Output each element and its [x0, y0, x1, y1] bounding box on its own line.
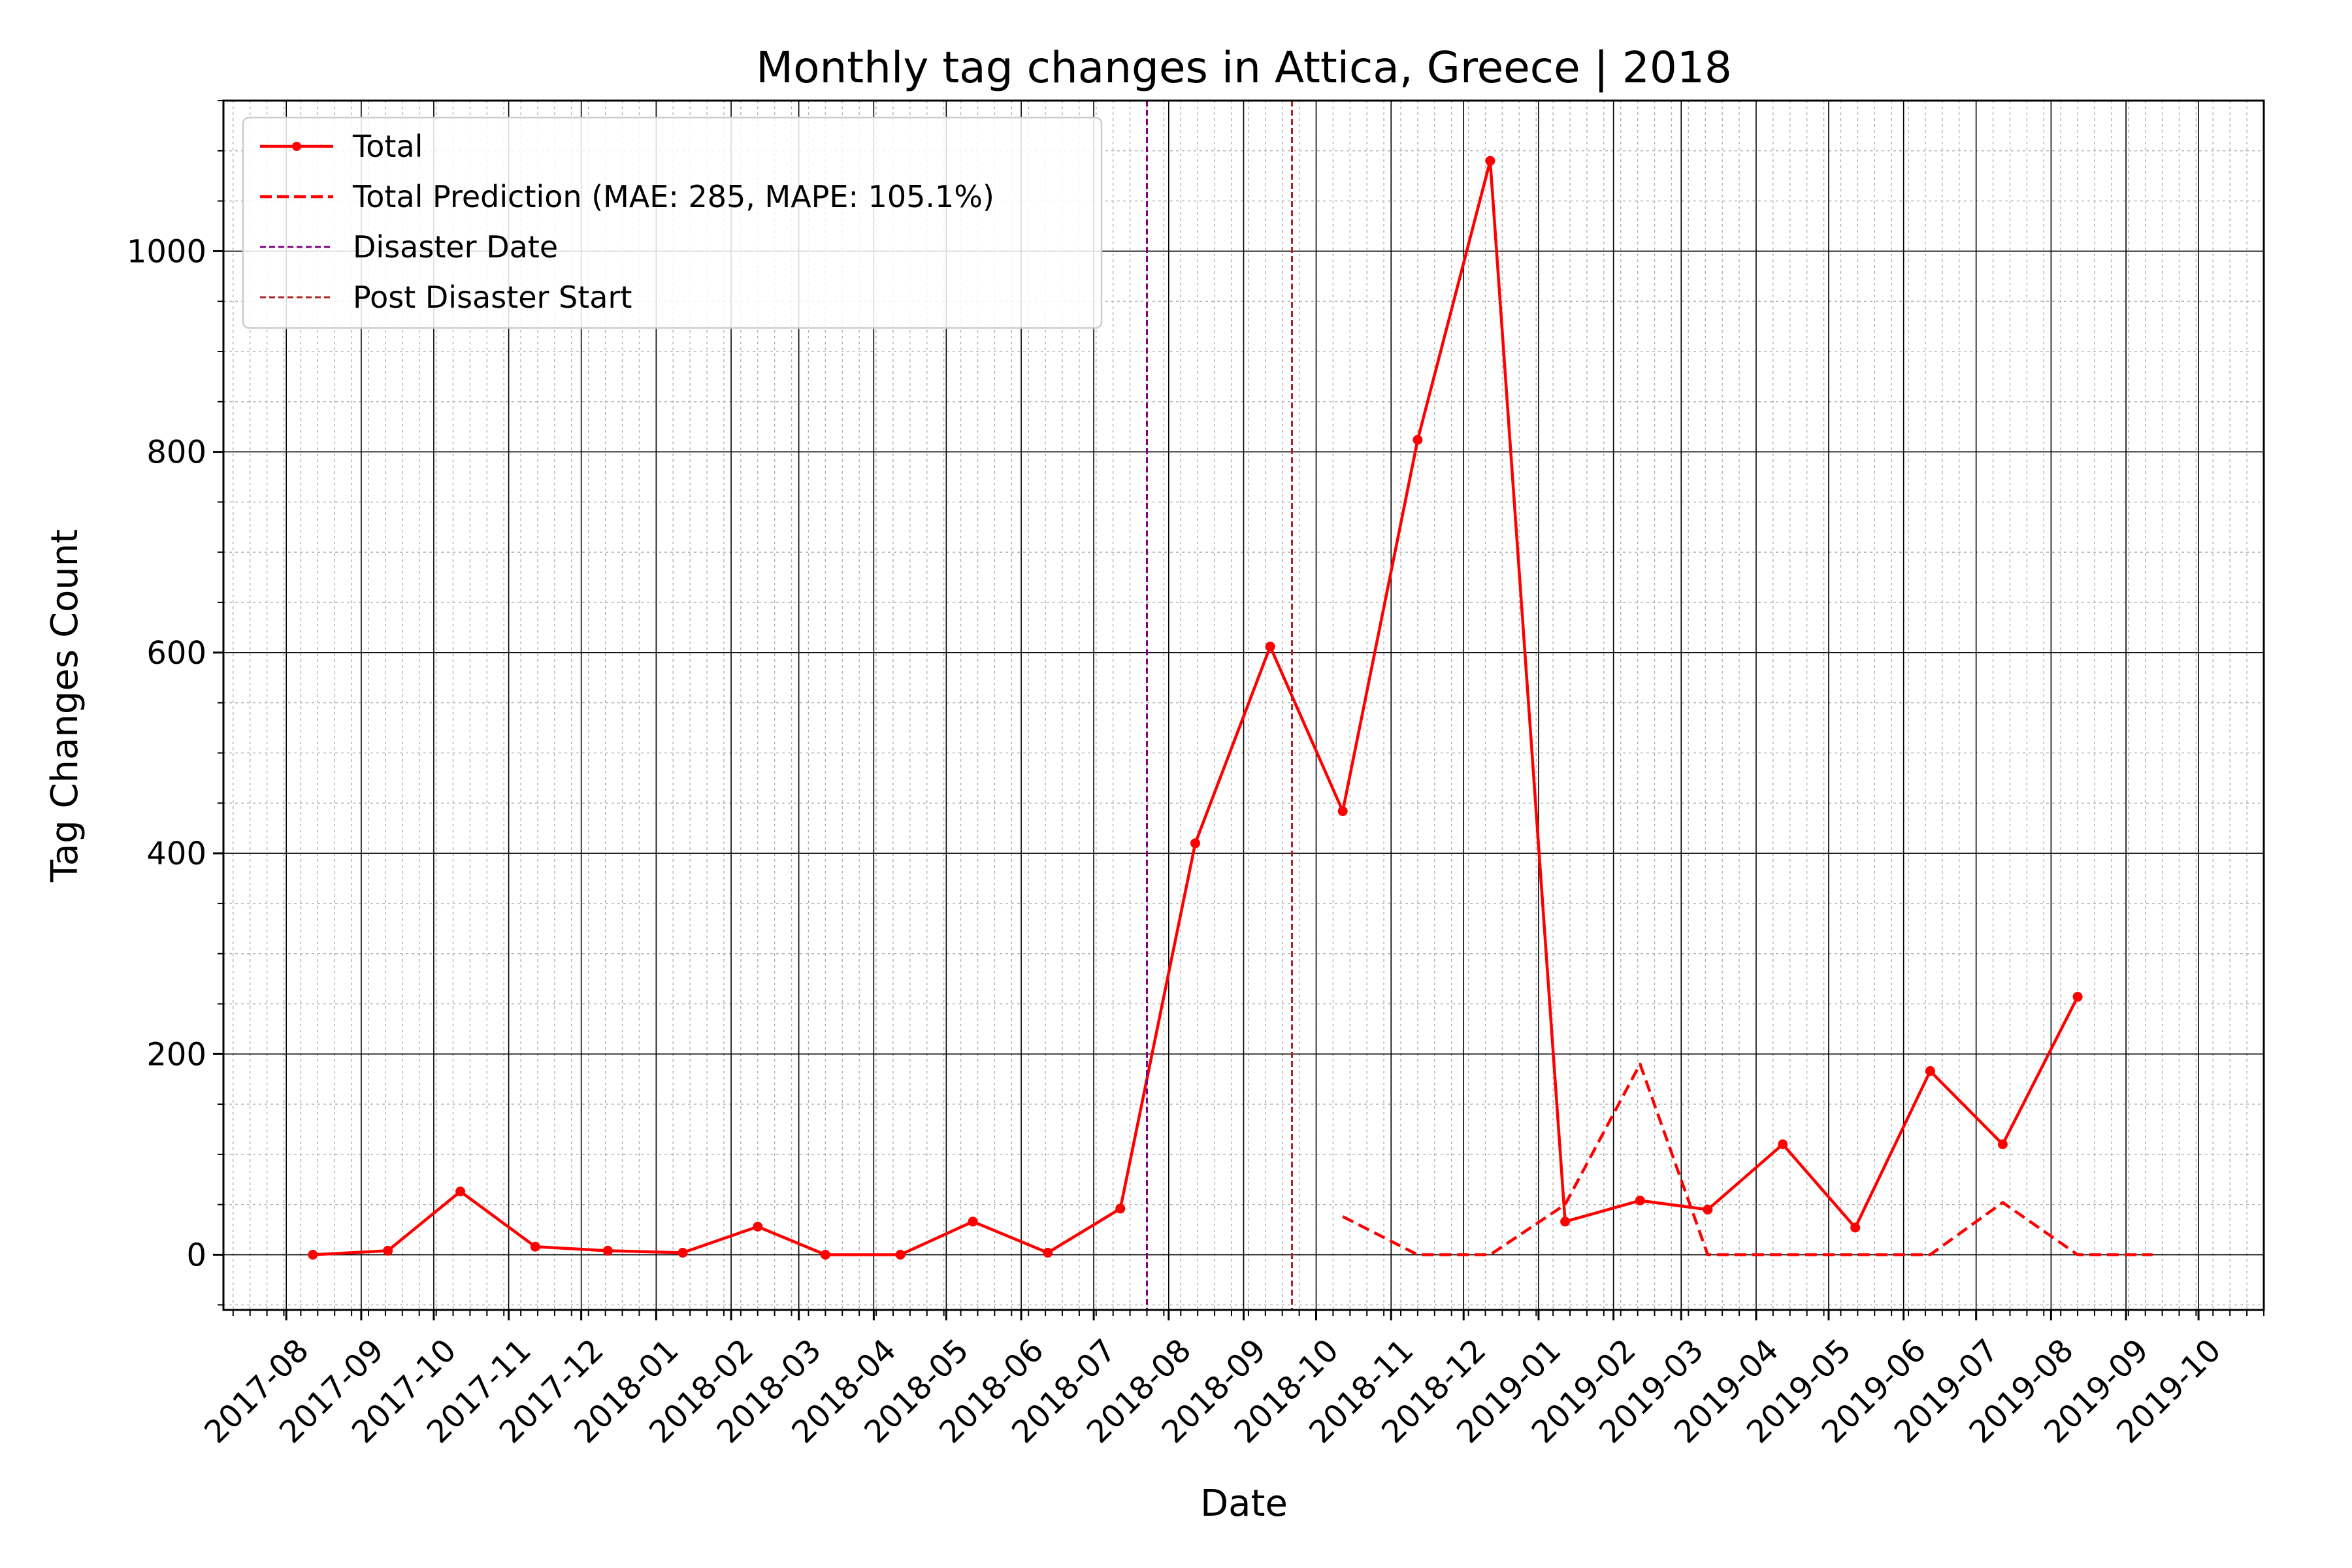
total-data-point	[1925, 1066, 1935, 1076]
y-tick-label: 1000	[127, 233, 206, 270]
total-data-point	[968, 1217, 978, 1227]
total-data-point	[753, 1222, 763, 1232]
total-data-point	[455, 1186, 466, 1197]
legend-label-total: Total	[352, 129, 423, 164]
total-data-point	[1635, 1196, 1645, 1206]
total-data-point	[1265, 642, 1275, 652]
total-data-point	[678, 1247, 688, 1258]
series-layer	[308, 155, 2153, 1260]
legend-box	[242, 116, 1103, 329]
total-data-point	[2072, 992, 2083, 1002]
chart-title: Monthly tag changes in Attica, Greece | …	[756, 42, 1732, 93]
total-data-point	[1850, 1222, 1861, 1233]
legend-label-post-disaster-start: Post Disaster Start	[353, 280, 632, 315]
total-data-point	[1703, 1204, 1713, 1215]
total-data-point	[602, 1245, 613, 1256]
x-axis-label: Date	[1200, 1482, 1288, 1525]
total-data-point	[1115, 1203, 1126, 1214]
legend-marker-total	[292, 142, 301, 151]
legend-label-disaster-date: Disaster Date	[353, 229, 558, 265]
total-data-point	[530, 1241, 540, 1252]
y-tick-label: 600	[146, 635, 206, 672]
total-data-point	[820, 1250, 830, 1260]
total-data-point	[1560, 1217, 1571, 1227]
legend-label-prediction: Total Prediction (MAE: 285, MAPE: 105.1%…	[352, 179, 994, 214]
total-data-point	[1778, 1139, 1788, 1149]
total-data-point	[383, 1245, 393, 1256]
prediction-series-line	[1342, 1062, 2153, 1256]
y-tick-label: 0	[186, 1237, 206, 1274]
x-tick-labels: 2017-082017-092017-102017-112017-122018-…	[197, 1332, 2228, 1450]
total-data-point	[1337, 806, 1348, 817]
y-axis-label: Tag Changes Count	[44, 529, 86, 883]
total-data-point	[1190, 838, 1200, 849]
total-data-point	[308, 1250, 318, 1260]
total-data-point	[1485, 155, 1495, 166]
y-tick-labels: 0 200 400 600 800 1000	[127, 233, 206, 1273]
axis-ticks	[213, 100, 2264, 1320]
total-data-point	[1413, 434, 1423, 445]
y-tick-label: 200	[146, 1036, 206, 1073]
reference-lines	[1145, 101, 1294, 1310]
total-data-point	[1043, 1247, 1053, 1258]
y-tick-label: 400	[146, 836, 206, 872]
total-data-point	[895, 1250, 906, 1260]
total-data-point	[1997, 1139, 2008, 1149]
y-tick-label: 800	[146, 434, 206, 471]
legend: Total Total Prediction (MAE: 285, MAPE: …	[242, 116, 1103, 329]
